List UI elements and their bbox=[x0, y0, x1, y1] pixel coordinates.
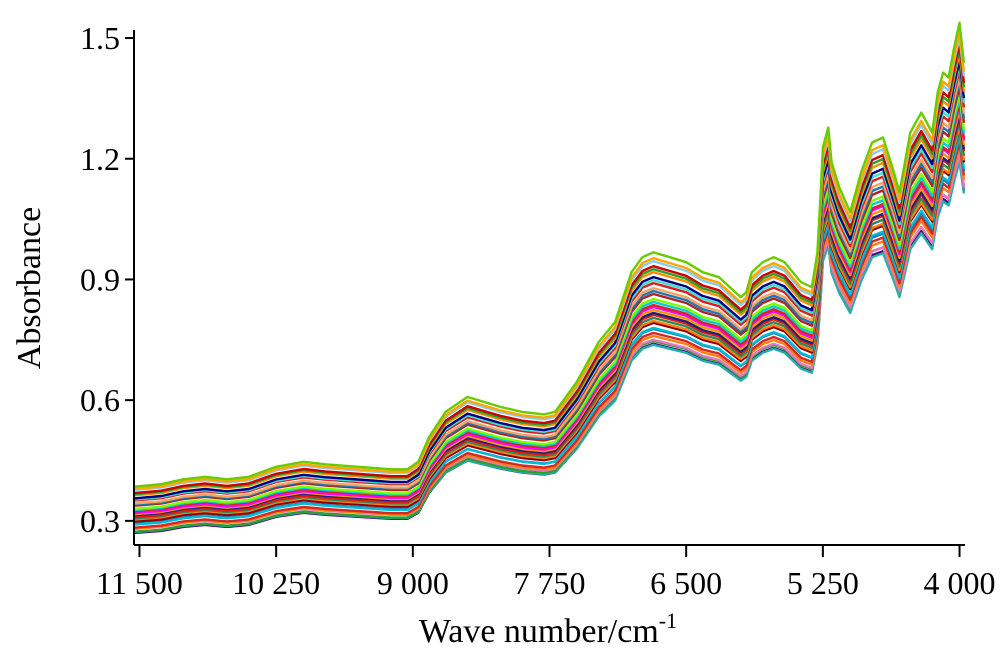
x-tick-label: 6 500 bbox=[650, 565, 722, 601]
x-tick-label: 11 500 bbox=[96, 565, 183, 601]
x-tick-label: 5 250 bbox=[787, 565, 859, 601]
y-tick-label: 0.3 bbox=[80, 503, 120, 539]
spectral-lines bbox=[133, 21, 966, 535]
x-ticks: 11 500 10 250 9 000 7 750 6 500 5 250 4 000 bbox=[96, 545, 996, 601]
y-tick-label: 1.2 bbox=[80, 141, 120, 177]
y-ticks: 0.3 0.6 0.9 1.2 1.5 bbox=[80, 20, 134, 539]
x-tick-label: 7 750 bbox=[514, 565, 586, 601]
x-tick-label: 9 000 bbox=[377, 565, 449, 601]
y-tick-label: 0.9 bbox=[80, 261, 120, 297]
x-tick-label: 10 250 bbox=[232, 565, 320, 601]
y-axis-title: Absorbance bbox=[11, 207, 48, 369]
spectrum-line-29 bbox=[133, 31, 966, 491]
y-tick-label: 1.5 bbox=[80, 20, 120, 56]
x-axis-title: Wave number/cm-1 bbox=[419, 608, 677, 650]
x-axis-title-superscript: -1 bbox=[659, 608, 677, 633]
x-axis-title-main: Wave number/cm bbox=[419, 613, 659, 650]
spectrum-line-30 bbox=[133, 21, 966, 488]
spectrum-line-8 bbox=[133, 134, 966, 526]
x-tick-label: 4 000 bbox=[924, 565, 996, 601]
y-tick-label: 0.6 bbox=[80, 382, 120, 418]
